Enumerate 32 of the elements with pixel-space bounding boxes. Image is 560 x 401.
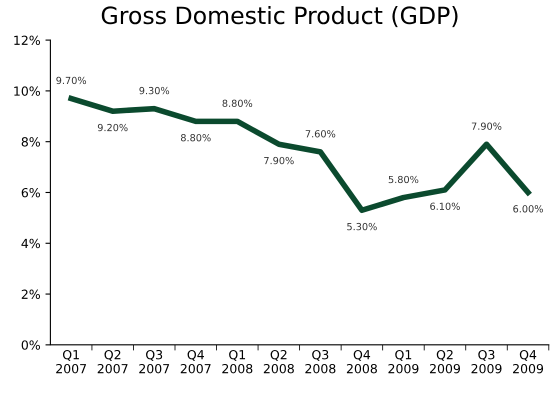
data-label: 9.70%	[56, 76, 86, 84]
data-label: 7.90%	[472, 122, 502, 130]
y-tick-label: 2%	[22, 290, 40, 299]
y-tick-label: 12%	[14, 36, 40, 46]
data-label: 6.10%	[430, 202, 460, 210]
data-label: 9.20%	[98, 124, 128, 132]
x-tick-label: Q4 2008	[346, 350, 377, 374]
y-tick-label: 6%	[22, 188, 40, 198]
x-tick-label: Q3 2009	[472, 350, 502, 374]
x-tick-label: Q3 2007	[139, 350, 170, 374]
data-label: 6.00%	[513, 205, 543, 213]
x-tick-label: Q2 2007	[98, 350, 128, 374]
x-tick-label: Q1 2007	[56, 350, 86, 374]
y-tick-label: 0%	[22, 340, 40, 350]
data-label: 9.30%	[139, 86, 170, 94]
chart-title: Gross Domestic Product (GDP)	[102, 6, 458, 28]
data-label: 5.80%	[388, 176, 418, 184]
x-tick-label: Q1 2009	[388, 350, 418, 374]
y-tick-label: 10%	[14, 86, 40, 96]
x-tick-label: Q3 2008	[305, 350, 336, 374]
data-label: 8.80%	[180, 134, 211, 142]
x-tick-label: Q4 2007	[180, 350, 211, 374]
data-label: 7.60%	[306, 130, 336, 138]
x-tick-label: Q2 2009	[430, 350, 460, 374]
data-label: 8.80%	[222, 100, 252, 107]
x-tick-label: Q4 2009	[513, 350, 544, 374]
y-tick-label: 4%	[21, 238, 40, 248]
data-label: 7.90%	[264, 156, 294, 164]
x-tick-label: Q2 2008	[264, 350, 294, 374]
y-tick-label: 8%	[22, 137, 40, 147]
x-tick-label: Q1 2008	[222, 350, 252, 374]
data-label: 5.30%	[347, 222, 377, 230]
